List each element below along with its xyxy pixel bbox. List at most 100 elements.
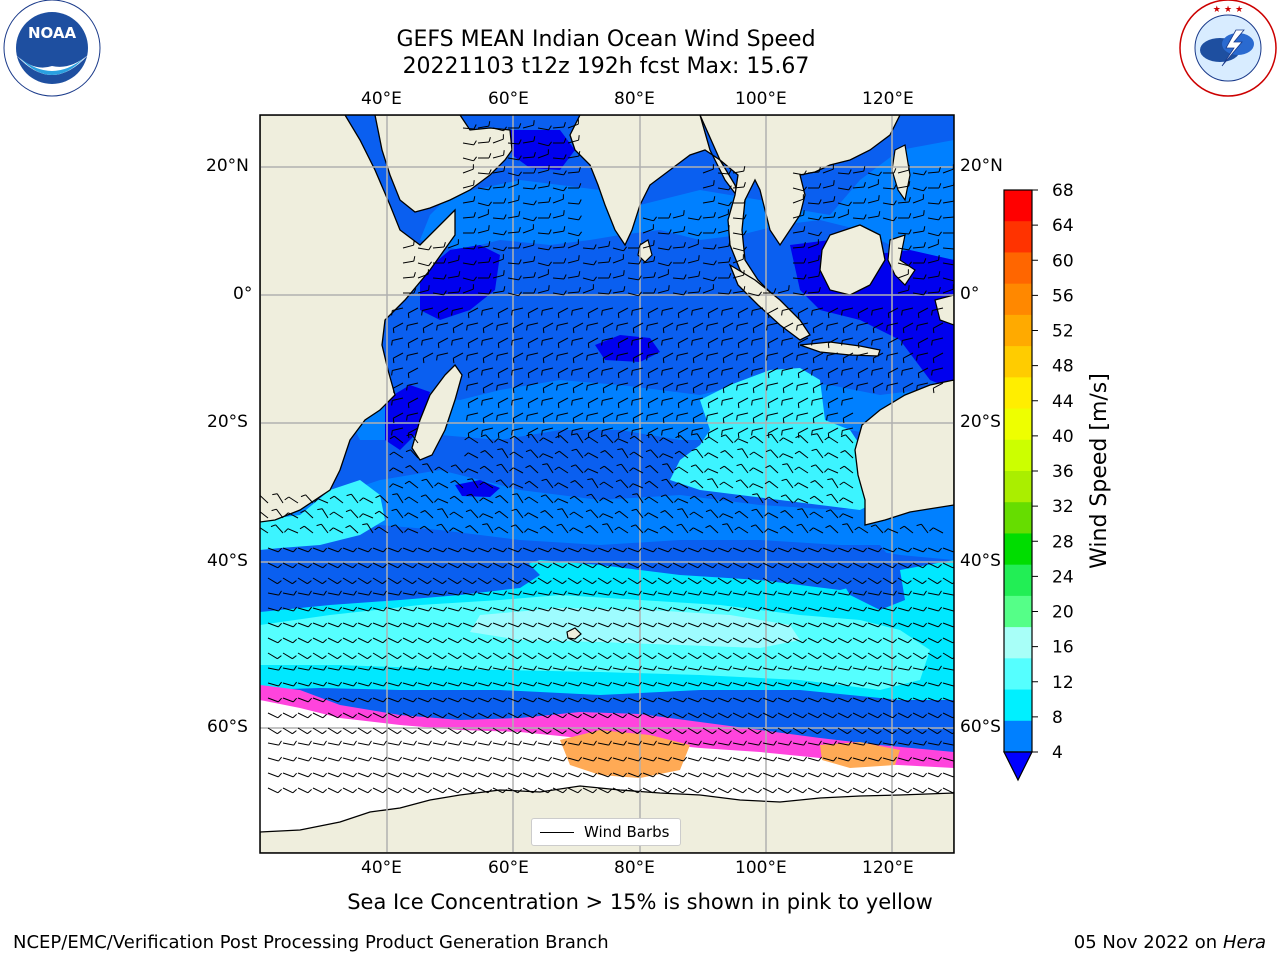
wind-barb (447, 637, 459, 644)
wind-barb-flag (457, 772, 462, 778)
wind-barb (573, 527, 584, 534)
wind-barb-flag (413, 606, 417, 612)
colorbar-band (1004, 190, 1032, 222)
wind-barb (387, 637, 399, 644)
wind-barb (627, 697, 639, 703)
wind-barb-flag (472, 789, 477, 794)
wind-barb (567, 139, 579, 144)
wind-barb (642, 562, 654, 569)
wind-barb (552, 547, 564, 553)
wind-barb-flag (547, 639, 552, 644)
wind-barb (392, 397, 404, 401)
wind-barb-flag (607, 714, 612, 719)
wind-barb (882, 682, 894, 687)
wind-barb-flag (691, 310, 693, 316)
wind-barb (753, 435, 764, 444)
wind-barb-flag (870, 524, 876, 528)
wind-barb (267, 772, 279, 778)
wind-barb (408, 397, 419, 404)
wind-barb-flag (548, 681, 552, 687)
wind-barb-flag (592, 580, 597, 585)
wind-barb-flag (353, 681, 357, 687)
wind-barb (687, 275, 699, 279)
wind-barb-flag (479, 497, 484, 502)
wind-barb (927, 232, 939, 237)
wind-barb-flag (722, 388, 725, 394)
wind-barb (732, 592, 744, 596)
wind-band-cyan-16 (470, 608, 800, 648)
wind-barb-flag (877, 730, 882, 735)
wind-barb (357, 562, 369, 569)
wind-barb-flag (562, 580, 567, 585)
colorbar-tick-label: 16 (1052, 638, 1074, 658)
wind-barb-flag (653, 256, 656, 262)
wind-barb-flag (503, 182, 506, 188)
wind-barb-flag (406, 355, 408, 361)
wind-barb (602, 427, 614, 431)
wind-barb (702, 697, 714, 703)
wind-barb (327, 742, 339, 746)
wind-barb-flag (532, 564, 537, 569)
wind-barb-flag (916, 385, 918, 391)
wind-barb-flag (743, 270, 745, 276)
wind-barb-flag (533, 288, 537, 294)
wind-barb (537, 772, 549, 778)
wind-barb (837, 697, 849, 703)
wind-barb-flag (353, 590, 357, 596)
wind-barb (732, 290, 744, 294)
wind-barb (642, 228, 654, 234)
wind-barb-flag (872, 328, 875, 334)
wind-barb (462, 216, 475, 219)
wind-barb-flag (622, 714, 627, 719)
wind-barb-flag (255, 511, 259, 514)
wind-barb (603, 481, 614, 489)
wind-barb (558, 367, 569, 374)
wind-barb-flag (803, 258, 807, 264)
wind-barb (477, 187, 489, 191)
legend-barb-line-icon (540, 832, 574, 833)
wind-barb-flag (884, 528, 889, 533)
wind-barb-flag (757, 639, 762, 644)
wind-barb (516, 508, 524, 519)
wind-barb-flag (608, 257, 611, 263)
wind-barb (647, 528, 659, 534)
wind-barb (612, 577, 623, 585)
wind-barb-flag (578, 756, 582, 762)
wind-barb (762, 697, 774, 703)
wind-barb-flag (524, 480, 530, 485)
wind-barb (552, 246, 565, 249)
wind-barb (867, 652, 878, 660)
wind-barb (657, 577, 668, 585)
wind-barb-flag (337, 564, 342, 569)
wind-barb-flag (457, 639, 462, 644)
wind-barb (417, 652, 428, 660)
wind-barb-flag (467, 478, 473, 481)
wind-barb-flag (842, 388, 845, 394)
wind-barb-flag (728, 225, 730, 231)
wind-barb-flag (617, 313, 620, 319)
wind-barb-flag (277, 547, 282, 553)
wind-barb (312, 607, 324, 612)
wind-barb-flag (878, 195, 880, 201)
wind-barb-flag (839, 497, 844, 502)
wind-barb-flag (803, 665, 807, 671)
wind-barb (587, 468, 599, 474)
wind-barb (687, 217, 699, 221)
wind-barb (492, 154, 504, 159)
wind-barb-flag (293, 665, 297, 671)
wind-barb-flag (578, 255, 580, 261)
wind-barb (828, 427, 839, 434)
wind-barb-flag (547, 730, 552, 735)
wind-barb (432, 246, 445, 249)
wind-barb-flag (548, 285, 550, 291)
wind-barb (702, 168, 714, 174)
wind-barb-flag (772, 622, 777, 628)
wind-barb (717, 229, 729, 234)
wind-barb (497, 322, 509, 326)
wind-barb-flag (713, 180, 715, 186)
wind-barb-flag (337, 714, 342, 719)
wind-barb (483, 352, 494, 359)
wind-barb-flag (503, 740, 507, 746)
wind-barb (543, 437, 554, 444)
wind-barb (582, 262, 594, 266)
